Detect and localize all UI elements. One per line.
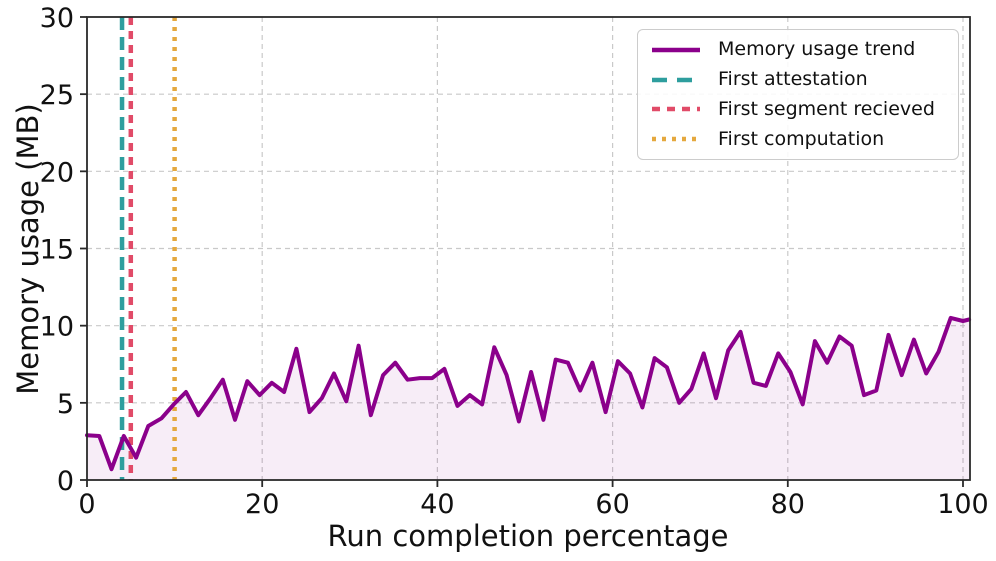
grid-layer <box>87 17 970 480</box>
memory-usage-trend-line <box>85 315 972 472</box>
y-tick-label: 15 <box>40 235 74 266</box>
y-tick-label: 10 <box>40 312 74 343</box>
y-axis-label: Memory usage (MB) <box>11 103 45 394</box>
dashed-line-sample-icon <box>652 77 700 82</box>
legend: Memory usage trend First attestation Fir… <box>637 29 959 160</box>
y-tick-label: 20 <box>40 157 74 188</box>
data-layer <box>85 17 972 480</box>
x-axis-label: Run completion percentage <box>328 519 729 553</box>
legend-item: Memory usage trend <box>651 40 948 59</box>
legend-item-label: First segment recieved <box>718 97 935 120</box>
x-tick-label: 60 <box>595 489 629 520</box>
y-tick-label: 5 <box>57 389 74 420</box>
legend-item-label: Memory usage trend <box>718 38 916 61</box>
line-sample-icon <box>652 47 700 53</box>
y-tick-label: 0 <box>57 466 74 497</box>
legend-item: First segment recieved <box>651 97 948 120</box>
legend-item: First attestation <box>651 70 948 89</box>
legend-item-label: First attestation <box>718 68 868 91</box>
x-tick-label: 80 <box>771 489 805 520</box>
x-tick-label: 20 <box>245 489 279 520</box>
dashed-line-sample-icon <box>652 107 700 112</box>
dotted-line-sample-icon <box>652 136 700 142</box>
memory-usage-area <box>87 317 970 480</box>
legend-item-label: First computation <box>718 127 885 150</box>
y-tick-label: 25 <box>40 80 74 111</box>
y-tick-label: 30 <box>40 3 74 34</box>
axis-layer: 0 20 40 60 80 100 0 5 10 15 20 25 30 <box>40 3 989 520</box>
legend-item: First computation <box>651 127 948 150</box>
x-tick-label: 0 <box>78 489 95 520</box>
x-tick-label: 40 <box>420 489 454 520</box>
x-tick-label: 100 <box>937 489 989 520</box>
